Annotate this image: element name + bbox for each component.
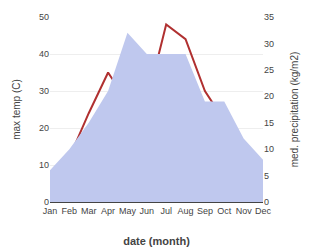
svg-text:5: 5 (264, 171, 269, 181)
svg-text:Dec: Dec (255, 206, 272, 216)
svg-text:Feb: Feb (62, 206, 78, 216)
svg-text:20: 20 (264, 91, 274, 101)
svg-text:May: May (119, 206, 137, 216)
svg-text:40: 40 (39, 49, 49, 59)
svg-text:50: 50 (39, 12, 49, 22)
svg-text:med. precipitation (kg/m2): med. precipitation (kg/m2) (289, 52, 300, 168)
svg-text:20: 20 (39, 123, 49, 133)
svg-text:Mar: Mar (81, 206, 97, 216)
svg-text:15: 15 (264, 118, 274, 128)
svg-text:Nov: Nov (236, 206, 253, 216)
svg-text:Sep: Sep (197, 206, 213, 216)
svg-text:30: 30 (264, 39, 274, 49)
svg-text:Jun: Jun (140, 206, 155, 216)
svg-text:Apr: Apr (101, 206, 115, 216)
svg-text:0: 0 (44, 197, 49, 207)
svg-text:date (month): date (month) (123, 235, 190, 247)
svg-text:Oct: Oct (217, 206, 232, 216)
svg-text:Aug: Aug (178, 206, 194, 216)
svg-text:Jul: Jul (160, 206, 172, 216)
svg-text:25: 25 (264, 65, 274, 75)
svg-text:max temp (C): max temp (C) (11, 79, 22, 140)
svg-text:10: 10 (264, 144, 274, 154)
svg-text:0: 0 (264, 197, 269, 207)
svg-text:Jan: Jan (43, 206, 58, 216)
svg-text:10: 10 (39, 160, 49, 170)
svg-text:35: 35 (264, 12, 274, 22)
svg-text:30: 30 (39, 86, 49, 96)
